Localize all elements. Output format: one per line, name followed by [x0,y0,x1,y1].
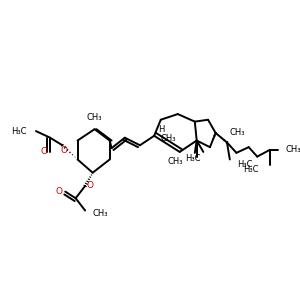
Text: O: O [61,146,68,155]
Text: O: O [55,187,62,196]
Text: H₃C: H₃C [11,127,26,136]
Text: H: H [158,125,165,134]
Text: O: O [41,147,48,156]
Text: CH₃: CH₃ [93,209,108,218]
Text: O: O [86,182,93,190]
Text: H₃C: H₃C [243,165,258,174]
Text: CH₃: CH₃ [87,113,102,122]
Text: H₃C: H₃C [237,160,253,169]
Text: CH₃: CH₃ [230,128,245,137]
Text: CH₃: CH₃ [286,146,300,154]
Text: CH₃: CH₃ [167,157,182,166]
Text: CH₃: CH₃ [160,134,176,143]
Text: H₃C: H₃C [185,154,201,163]
